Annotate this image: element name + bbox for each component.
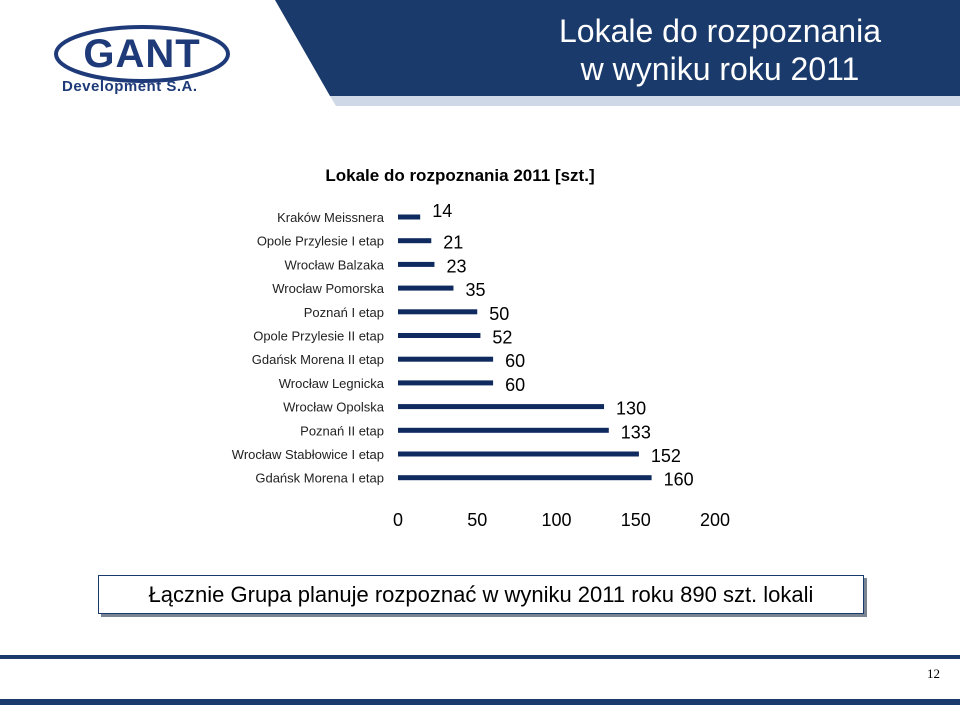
category-label: Wrocław Legnicka <box>279 376 385 391</box>
slide-title-line2: w wyniku roku 2011 <box>580 51 860 87</box>
category-label: Wrocław Stabłowice I etap <box>232 447 384 462</box>
slide-title-line1: Lokale do rozpoznania <box>558 13 881 49</box>
category-label: Poznań II etap <box>300 423 384 438</box>
bar <box>398 261 435 267</box>
data-label: 130 <box>616 399 646 419</box>
data-label: 152 <box>651 446 681 466</box>
summary-box: Łącznie Grupa planuje rozpoznać w wyniku… <box>98 575 864 614</box>
bar <box>398 404 605 410</box>
slide-title: Lokale do rozpoznania w wyniku roku 2011 <box>500 12 940 88</box>
company-logo: GANT Development S.A. <box>52 22 242 96</box>
data-label: 52 <box>492 328 512 348</box>
bar <box>398 451 639 457</box>
category-label: Gdańsk Morena I etap <box>255 471 384 486</box>
logo-text: GANT <box>83 32 201 76</box>
data-label: 14 <box>432 201 452 221</box>
data-label: 60 <box>505 351 525 371</box>
bar <box>398 427 609 433</box>
page-number: 12 <box>927 666 940 681</box>
chart-title: Lokale do rozpoznania 2011 [szt.] <box>325 166 595 185</box>
x-tick-label: 150 <box>621 510 651 530</box>
bar <box>398 214 421 220</box>
category-label: Kraków Meissnera <box>277 210 385 225</box>
x-tick-label: 100 <box>541 510 571 530</box>
x-tick-label: 200 <box>700 510 730 530</box>
bar-chart: Kraków Meissnera 14 Opole Przylesie I etap… <box>232 201 730 530</box>
category-label: Wrocław Pomorska <box>272 281 385 296</box>
footer-bar <box>0 655 960 705</box>
header-shadow-band <box>330 96 960 106</box>
bar <box>398 285 454 291</box>
bar <box>398 356 494 362</box>
category-label: Gdańsk Morena II etap <box>252 352 384 367</box>
data-label: 133 <box>621 422 651 442</box>
x-tick-label: 0 <box>393 510 403 530</box>
category-label: Wrocław Balzaka <box>285 257 385 272</box>
data-label: 160 <box>664 470 694 490</box>
data-label: 23 <box>446 256 466 276</box>
data-label: 60 <box>505 375 525 395</box>
category-label: Poznań I etap <box>304 305 384 320</box>
bar <box>398 475 652 481</box>
bar <box>398 333 481 338</box>
header-background <box>0 0 960 106</box>
data-label: 50 <box>489 304 509 324</box>
data-label: 35 <box>465 280 485 300</box>
x-tick-label: 50 <box>467 510 487 530</box>
header: GANT Development S.A. Lokale do rozpozna… <box>0 0 960 106</box>
category-label: Opole Przylesie II etap <box>253 329 384 344</box>
category-label: Opole Przylesie I etap <box>257 234 384 249</box>
header-blue-band <box>275 0 960 96</box>
category-label: Wrocław Opolska <box>283 400 385 415</box>
data-label: 21 <box>443 233 463 253</box>
bar <box>398 309 478 315</box>
bar <box>398 380 494 386</box>
bar <box>398 238 432 244</box>
logo-subtitle: Development S.A. <box>62 78 198 95</box>
logo-ellipse-icon <box>54 25 230 83</box>
